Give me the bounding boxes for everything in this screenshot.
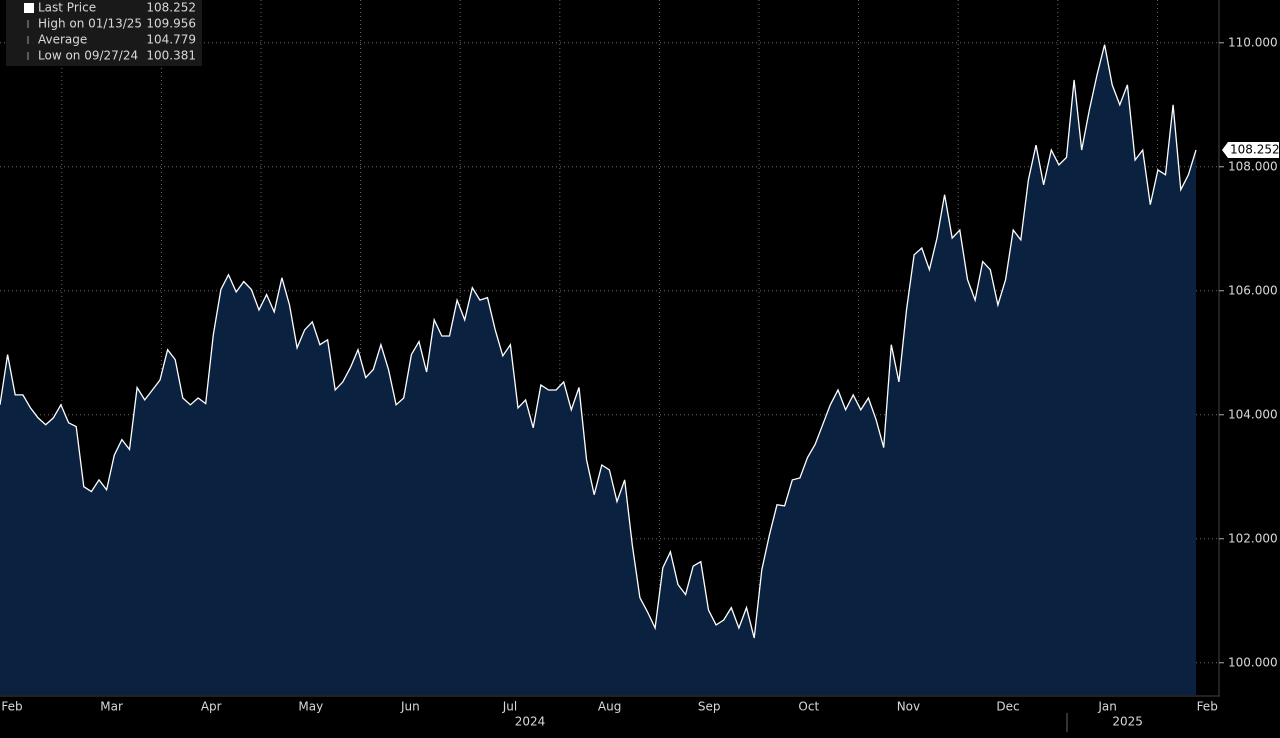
x-tick-label: Oct bbox=[798, 700, 819, 714]
y-tick-label: 110.000 bbox=[1228, 35, 1278, 49]
area bbox=[0, 44, 1196, 696]
x-tick-label: Jul bbox=[502, 700, 517, 714]
legend-value: 104.779 bbox=[146, 33, 196, 47]
year-label: 2024 bbox=[515, 715, 546, 729]
x-tick-label: Aug bbox=[598, 700, 621, 714]
legend-label: Last Price bbox=[38, 1, 96, 15]
x-tick-label: Sep bbox=[698, 700, 721, 714]
legend-label: Low on 09/27/24 bbox=[38, 49, 138, 63]
y-tick-label: 104.000 bbox=[1228, 407, 1278, 421]
year-label: 2025 bbox=[1112, 715, 1143, 729]
x-tick-label: May bbox=[298, 700, 323, 714]
x-tick-label: Nov bbox=[897, 700, 920, 714]
y-tick-label: 102.000 bbox=[1228, 531, 1278, 545]
legend-swatch bbox=[24, 3, 34, 13]
legend: Last Price 108.252 High on 01/13/25 109.956… bbox=[6, 0, 202, 66]
legend-value: 109.956 bbox=[146, 17, 196, 31]
y-tick-label: 106.000 bbox=[1228, 283, 1278, 297]
y-tick-label: 100.000 bbox=[1228, 655, 1278, 669]
price-line bbox=[0, 44, 1197, 639]
x-tick-label: Apr bbox=[201, 700, 222, 714]
last-price-label: 108.252 bbox=[1230, 143, 1280, 157]
legend-value: 108.252 bbox=[146, 1, 196, 15]
legend-background bbox=[6, 0, 202, 66]
legend-value: 100.381 bbox=[146, 49, 196, 63]
x-tick-label: Jan bbox=[1097, 700, 1117, 714]
legend-label: Average bbox=[38, 33, 87, 47]
y-tick-label: 108.000 bbox=[1228, 159, 1278, 173]
last-price-tag bbox=[1222, 142, 1279, 159]
x-tick-label: Dec bbox=[996, 700, 1019, 714]
x-tick-label: Feb bbox=[1, 700, 22, 714]
x-tick-label: Feb bbox=[1197, 700, 1218, 714]
x-tick-label: Mar bbox=[100, 700, 123, 714]
x-tick-label: Jun bbox=[400, 700, 420, 714]
legend-label: High on 01/13/25 bbox=[38, 17, 142, 31]
